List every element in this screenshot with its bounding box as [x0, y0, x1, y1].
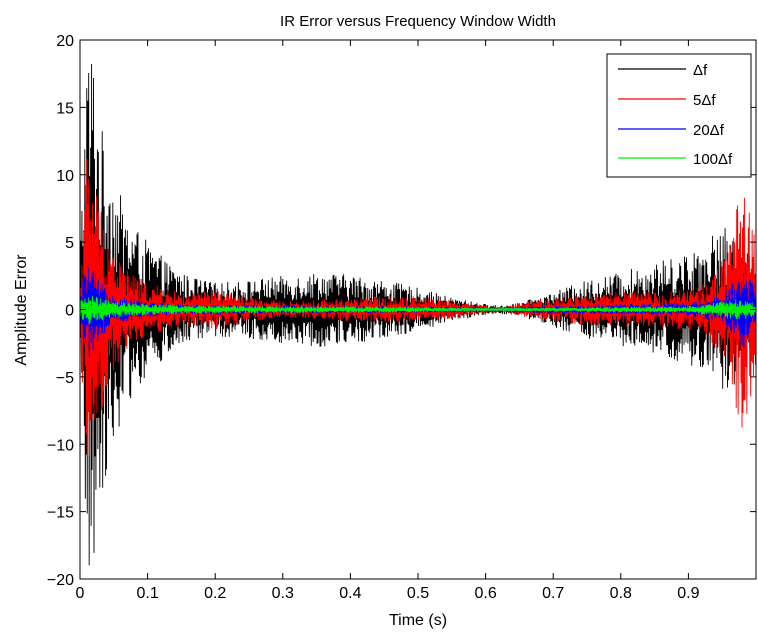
legend-entry: 20Δf: [618, 122, 725, 139]
x-tick-label: 0.1: [136, 585, 158, 602]
x-axis-ticks: 0 0.1 0.2 0.3 0.4 0.5 0.6 0.7 0.8 0.9: [76, 40, 700, 602]
x-tick-label: 0.6: [474, 585, 496, 602]
series-line: [80, 296, 756, 325]
legend-entry: Δf: [618, 62, 708, 79]
chart-title: IR Error versus Frequency Window Width: [280, 13, 556, 30]
y-tick-label: 15: [56, 100, 74, 117]
x-tick-label: 0.3: [272, 585, 294, 602]
x-tick-label: 0.4: [339, 585, 361, 602]
x-tick-label: 0.8: [610, 585, 632, 602]
y-tick-label: 20: [56, 33, 74, 50]
y-tick-label: −20: [47, 572, 74, 589]
x-tick-label: 0.7: [542, 585, 564, 602]
legend: Δf 5Δf 20Δf 100Δf: [606, 53, 752, 178]
y-tick-label: 0: [65, 303, 74, 320]
legend-label: 5Δf: [693, 92, 716, 109]
x-tick-label: 0.2: [204, 585, 226, 602]
y-tick-label: −15: [47, 505, 74, 522]
legend-entry: 100Δf: [618, 151, 733, 168]
series-layer: [80, 64, 756, 566]
y-tick-label: −10: [47, 437, 74, 454]
x-axis-label: Time (s): [389, 612, 447, 629]
y-tick-label: 5: [65, 235, 74, 252]
y-tick-label: 10: [56, 168, 74, 185]
y-axis-label: Amplitude Error: [13, 254, 30, 366]
legend-box: [606, 53, 752, 178]
x-tick-label: 0.9: [677, 585, 699, 602]
legend-entry: 5Δf: [618, 92, 716, 109]
legend-label: 100Δf: [693, 151, 733, 168]
x-tick-label: 0.5: [407, 585, 429, 602]
legend-label: 20Δf: [693, 122, 725, 139]
y-axis-ticks: −20 −15 −10 −5 0 5 10 15 20: [47, 33, 756, 589]
x-tick-label: 0: [76, 585, 85, 602]
y-tick-label: −5: [56, 370, 74, 387]
legend-label: Δf: [693, 62, 708, 79]
